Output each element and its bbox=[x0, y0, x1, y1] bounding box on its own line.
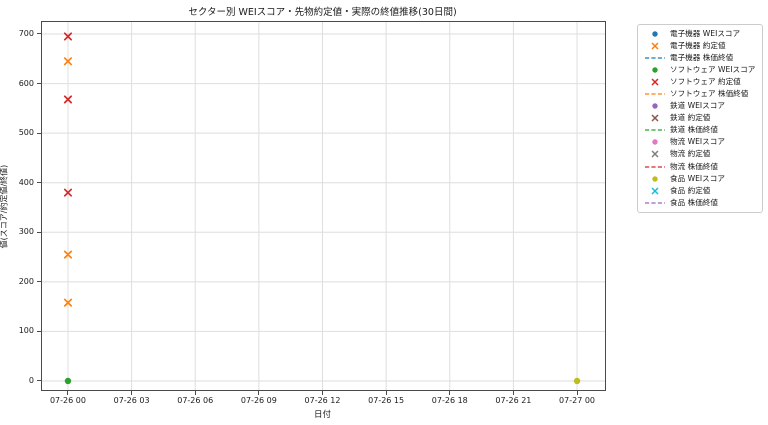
legend-item-label: 電子機器 WEIスコア bbox=[670, 29, 741, 39]
legend-item: 鉄道 約定値 bbox=[644, 112, 756, 124]
legend-item-label: ソフトウェア 株価終値 bbox=[670, 89, 749, 99]
y-tick-mark bbox=[37, 231, 41, 233]
y-tick-label: 400 bbox=[18, 177, 34, 187]
x-tick-mark bbox=[131, 391, 133, 395]
x-tick-label: 07-26 15 bbox=[368, 396, 405, 405]
y-tick-label: 200 bbox=[18, 276, 34, 286]
x-tick-mark bbox=[67, 391, 69, 395]
legend-swatch-x bbox=[651, 78, 659, 86]
legend-item-label: 食品 WEIスコア bbox=[670, 173, 725, 183]
legend-swatch-x bbox=[651, 42, 659, 50]
legend-item: 食品 約定値 bbox=[644, 185, 756, 197]
y-tick-mark bbox=[37, 330, 41, 332]
legend-swatch-dot bbox=[652, 103, 658, 109]
legend-swatch-dot bbox=[652, 67, 658, 73]
x-tick-label: 07-26 12 bbox=[304, 396, 341, 405]
legend-item: 電子機器 WEIスコア bbox=[644, 28, 756, 40]
legend-swatch-x bbox=[651, 187, 659, 194]
legend-item: 鉄道 株価終値 bbox=[644, 124, 756, 136]
plot-canvas bbox=[42, 22, 605, 390]
data-point-x bbox=[63, 188, 73, 197]
legend-item-label: ソフトウェア WEIスコア bbox=[670, 65, 756, 75]
legend-swatch-dot bbox=[652, 175, 658, 182]
data-point-x bbox=[63, 95, 73, 104]
plot-area bbox=[41, 21, 606, 391]
x-tick-label: 07-26 21 bbox=[495, 396, 532, 405]
legend-item: 鉄道 WEIスコア bbox=[644, 100, 756, 112]
x-tick-label: 07-26 06 bbox=[177, 396, 214, 405]
y-tick-mark bbox=[37, 83, 41, 85]
legend-item-label: 鉄道 株価終値 bbox=[670, 125, 718, 135]
y-tick-label: 700 bbox=[18, 28, 34, 38]
legend-item: 食品 WEIスコア bbox=[644, 173, 756, 185]
y-tick-mark bbox=[37, 281, 41, 283]
x-tick-mark bbox=[322, 391, 323, 395]
y-tick-mark bbox=[37, 33, 41, 35]
data-point-x bbox=[63, 32, 73, 41]
legend-item-label: 鉄道 WEIスコア bbox=[670, 101, 725, 111]
legend-item-label: 食品 約定値 bbox=[670, 185, 711, 195]
x-tick-label: 07-26 18 bbox=[431, 396, 468, 405]
x-tick-label: 07-26 03 bbox=[113, 396, 150, 405]
x-tick-mark bbox=[449, 391, 451, 395]
y-tick-label: 0 bbox=[28, 375, 34, 385]
legend-swatch-x bbox=[651, 114, 659, 122]
x-tick-mark bbox=[258, 391, 260, 395]
legend-item: ソフトウェア WEIスコア bbox=[644, 64, 756, 76]
data-point-dot bbox=[573, 377, 581, 385]
legend-item: 食品 株価終値 bbox=[644, 197, 756, 209]
legend-swatch-dash bbox=[645, 202, 665, 204]
y-tick-label: 600 bbox=[18, 78, 34, 88]
legend-item-label: 鉄道 約定値 bbox=[670, 113, 711, 123]
legend-swatch-dash bbox=[645, 165, 665, 168]
y-tick-label: 500 bbox=[18, 128, 34, 138]
legend-item-label: 物流 株価終値 bbox=[670, 161, 718, 171]
data-point-dot bbox=[64, 377, 72, 385]
data-point-x bbox=[63, 298, 73, 307]
legend-swatch-dash bbox=[645, 93, 665, 95]
x-tick-mark bbox=[385, 391, 387, 395]
y-tick-mark bbox=[37, 380, 41, 382]
legend-item: ソフトウェア 約定値 bbox=[644, 76, 756, 88]
legend-item: 物流 WEIスコア bbox=[644, 136, 756, 148]
legend-item: 物流 株価終値 bbox=[644, 161, 756, 173]
data-point-x bbox=[63, 57, 73, 66]
x-tick-label: 07-26 00 bbox=[49, 396, 86, 405]
legend-item: ソフトウェア 株価終値 bbox=[644, 88, 756, 100]
x-tick-label: 07-27 00 bbox=[559, 396, 596, 405]
legend-item: 物流 約定値 bbox=[644, 148, 756, 160]
legend-item: 電子機器 約定値 bbox=[644, 40, 756, 52]
chart-title: セクター別 WEIスコア・先物約定値・実際の終値推移(30日間) bbox=[188, 7, 457, 18]
legend-swatch-dot bbox=[652, 139, 658, 146]
legend-item-label: 食品 株価終値 bbox=[670, 197, 718, 207]
x-tick-mark bbox=[512, 391, 514, 395]
legend-swatch-dash bbox=[645, 57, 665, 59]
x-tick-label: 07-26 09 bbox=[240, 396, 277, 405]
x-axis-label: 日付 bbox=[313, 410, 331, 420]
legend-swatch-dash bbox=[645, 129, 665, 132]
legend: 電子機器 WEIスコア 電子機器 約定値 電子機器 株価終値ソフトウェア WEIスコ… bbox=[637, 24, 763, 213]
legend-swatch-x bbox=[651, 151, 659, 158]
legend-item-label: 物流 WEIスコア bbox=[670, 137, 725, 147]
legend-item-label: ソフトウェア 約定値 bbox=[670, 77, 741, 87]
data-point-x bbox=[63, 250, 73, 259]
legend-item-label: 電子機器 約定値 bbox=[670, 41, 726, 51]
x-tick-mark bbox=[576, 391, 578, 395]
y-tick-label: 100 bbox=[18, 326, 34, 336]
y-tick-mark bbox=[37, 132, 41, 134]
y-tick-label: 300 bbox=[18, 227, 34, 237]
legend-item-label: 電子機器 株価終値 bbox=[670, 53, 734, 63]
legend-item-label: 物流 約定値 bbox=[670, 149, 711, 159]
y-tick-mark bbox=[37, 182, 41, 184]
x-tick-mark bbox=[194, 391, 196, 395]
legend-swatch-dot bbox=[652, 31, 658, 37]
legend-item: 電子機器 株価終値 bbox=[644, 52, 756, 64]
